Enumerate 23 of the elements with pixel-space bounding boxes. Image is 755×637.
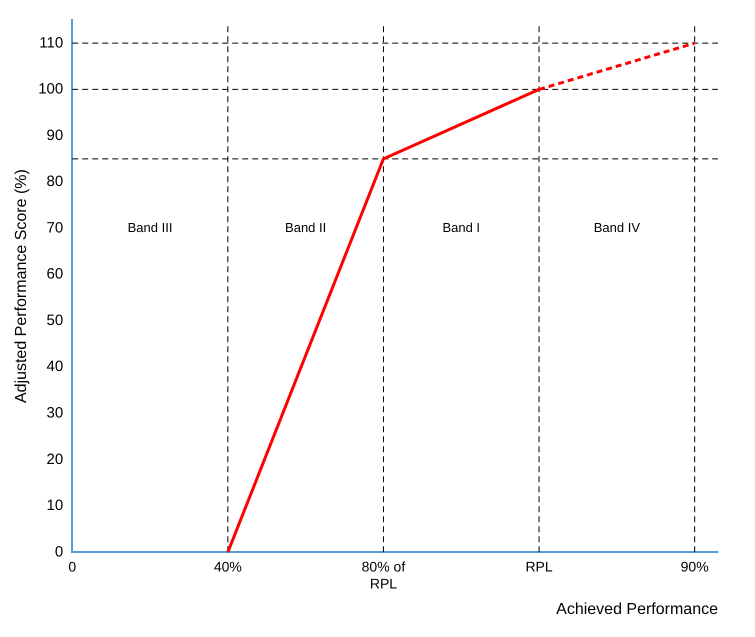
annotation: Band I [442,220,480,235]
x-tick-label: 80% of RPL [362,558,406,592]
y-tick-label: 40 [46,358,64,376]
y-tick-label: 70 [46,219,64,236]
y-tick-label: 20 [46,450,64,468]
annotation: Band IV [594,220,640,235]
annotation: Band II [285,220,326,235]
x-axis-title: Achieved Performance [556,600,718,618]
y-tick-label: 80 [46,173,64,190]
y-tick-label: 50 [46,312,64,329]
x-tick-label: 40% [214,558,242,574]
y-tick-label: 90 [46,126,64,144]
y-axis-title: Adjusted Performance Score (%) [13,169,30,404]
annotation: Band III [128,220,172,235]
x-tick-label: RPL [525,558,553,574]
y-tick-label: 10 [46,497,64,514]
y-tick-label: 100 [38,80,64,98]
y-tick-label: 110 [39,34,64,52]
x-tick-label: 0 [68,558,76,574]
y-tick-label: 60 [46,266,64,283]
y-tick-label: 0 [54,543,64,560]
y-tick-label: 30 [46,404,64,422]
x-tick-label: 90% [680,558,709,574]
